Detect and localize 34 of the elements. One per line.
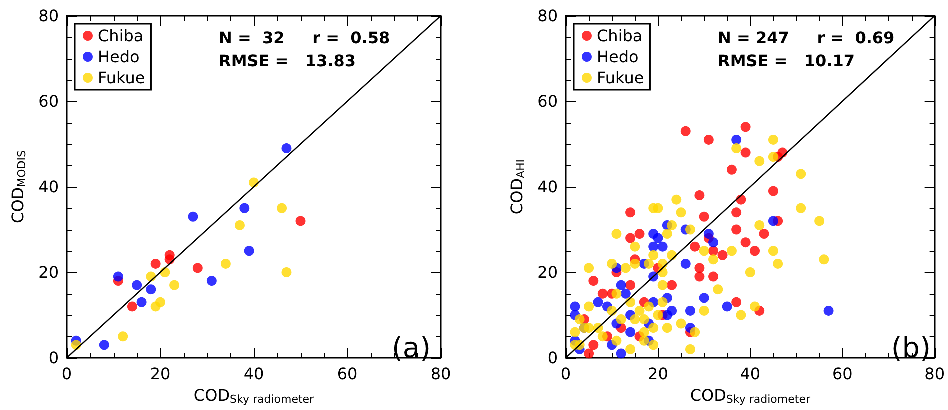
x-tick-label: 40	[740, 364, 761, 384]
y-tick-label: 20	[38, 263, 59, 282]
annotation: N = 247 r = 0.69	[718, 28, 895, 48]
annotation: RMSE = 10.17	[718, 52, 855, 70]
x-tick-label: 20	[150, 364, 171, 384]
y-axis-title: CODAHI	[508, 159, 528, 215]
legend-label: Chiba	[98, 26, 144, 46]
legend-label: Hedo	[98, 48, 140, 66]
x-tick-label: 60	[832, 364, 853, 384]
annotation: (b)	[891, 332, 932, 364]
y-tick-label: 80	[538, 6, 558, 26]
y-tick-label: 20	[538, 263, 558, 282]
y-axis-title: CODMODIS	[8, 150, 29, 224]
y-tick-label: 60	[38, 92, 59, 111]
annotation: RMSE = 13.83	[219, 52, 356, 70]
x-tick-label: 20	[648, 364, 668, 384]
y-tick-label: 40	[38, 178, 59, 196]
y-tick-label: 0	[48, 348, 59, 368]
legend-label: Chiba	[597, 26, 643, 46]
annotation: N = 32 r = 0.58	[219, 28, 390, 48]
x-tick-label: 40	[244, 364, 264, 384]
x-tick-label: 0	[560, 364, 572, 384]
x-tick-label: 80	[924, 364, 945, 384]
x-tick-label: 0	[62, 364, 72, 384]
x-tick-label: 60	[337, 364, 358, 384]
y-tick-label: 80	[38, 6, 59, 26]
annotation: (a)	[392, 332, 432, 364]
legend-label: Hedo	[597, 48, 639, 66]
legend-label: Fukue	[597, 68, 644, 88]
y-tick-label: 60	[538, 92, 558, 111]
x-tick-label: 80	[430, 364, 452, 384]
y-tick-label: 40	[538, 178, 558, 196]
legend-label: Fukue	[98, 68, 146, 88]
y-tick-label: 0	[548, 348, 558, 368]
